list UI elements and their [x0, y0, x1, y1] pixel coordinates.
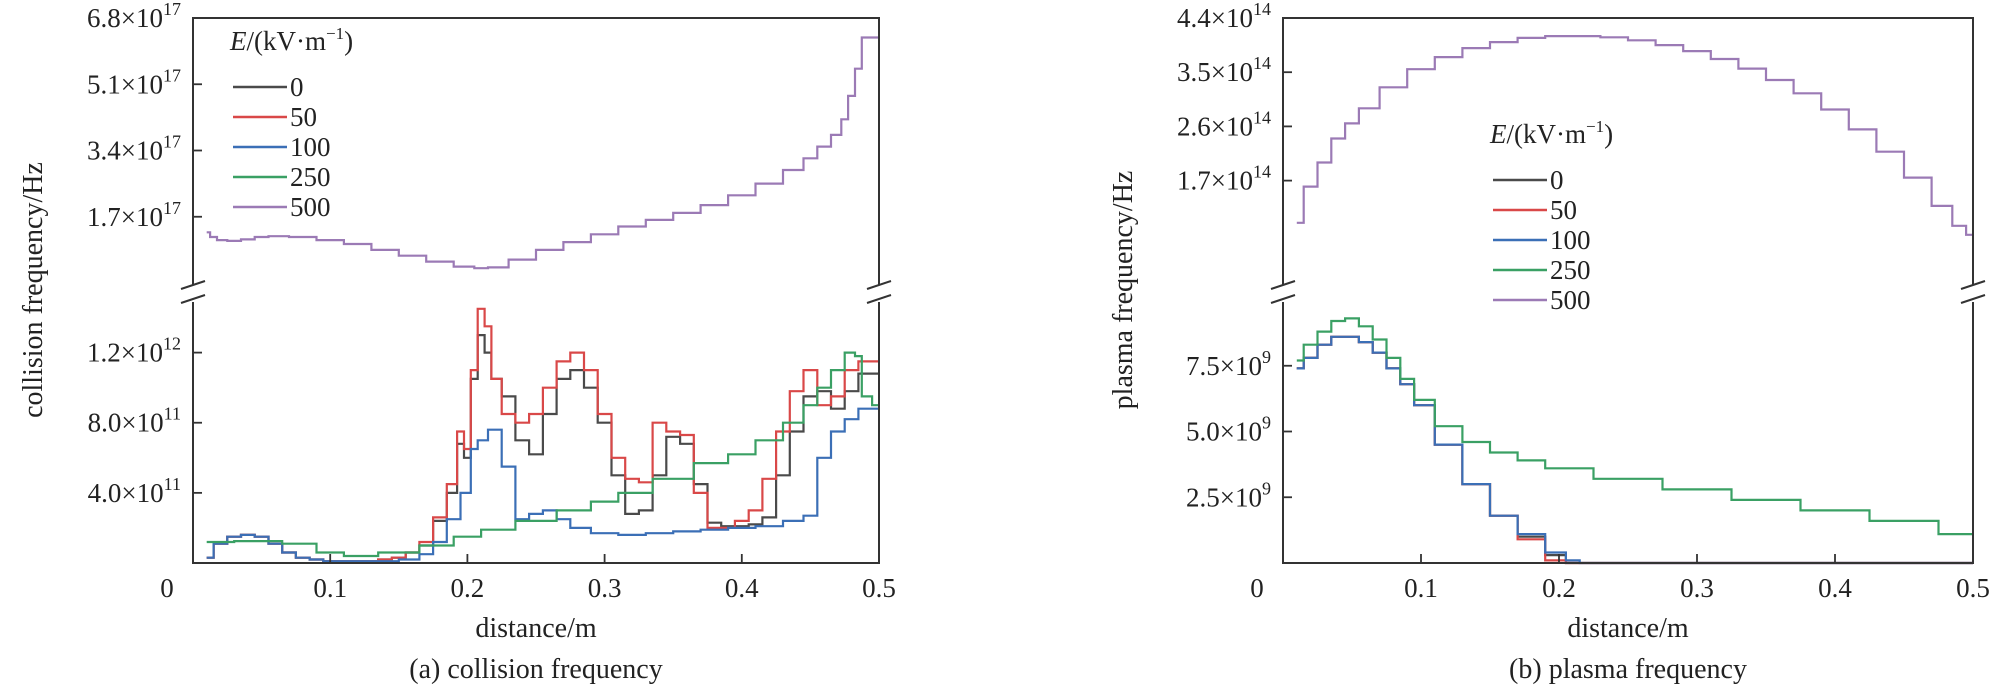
y-tick-label-lower: 4.0×1011	[88, 474, 181, 508]
legend-entry-50: 50	[1550, 195, 1577, 225]
y-tick-label-lower: 7.5×109	[1186, 347, 1271, 381]
y-tick-label-lower: 8.0×1011	[88, 404, 181, 438]
axis-break-left	[180, 280, 206, 304]
y-tick-label-upper: 5.1×1017	[87, 65, 181, 99]
x-tick-label: 0.5	[1956, 573, 1990, 603]
chart-plasma-frequency: 0 0.1 0.2 0.3 0.4 0.5 1.7×1014 2.6×1014 3.5×1014…	[1108, 0, 1990, 685]
tick-group: 0 0.1 0.2 0.3 0.4 0.5 1.7×1014 2.6×1014 3.5×1014…	[1177, 0, 1990, 603]
legend-entry-250: 250	[1550, 255, 1591, 285]
x-tick-label: 0.2	[1542, 573, 1576, 603]
series-group-lower	[206, 307, 879, 563]
x-tick-label: 0	[160, 573, 174, 603]
plot-frame	[1282, 17, 1974, 564]
y-tick-label-lower: 5.0×109	[1186, 413, 1271, 447]
legend-entry-0: 0	[290, 72, 304, 102]
legend-entry-100: 100	[1550, 225, 1591, 255]
legend-entry-100: 100	[290, 132, 331, 162]
series-line-100	[206, 407, 879, 563]
x-tick-label: 0.1	[1404, 573, 1438, 603]
series-line-250	[1296, 317, 1973, 536]
x-tick-label: 0.3	[1680, 573, 1714, 603]
legend-entry-500: 500	[1550, 285, 1591, 315]
y-axis-label: collision frequency/Hz	[18, 162, 49, 418]
x-tick-label: 0.4	[725, 573, 759, 603]
legend-entry-250: 250	[290, 162, 331, 192]
y-tick-label-upper: 1.7×1017	[87, 198, 181, 232]
axis-break-right	[866, 280, 892, 304]
y-tick-label-upper: 3.4×1017	[87, 132, 181, 166]
legend-title: E/(kV·m−1)	[229, 24, 353, 56]
caption: (a) collision frequency	[409, 654, 662, 685]
axis-break-left	[1270, 280, 1296, 304]
x-tick-label: 0.4	[1818, 573, 1852, 603]
y-tick-label-upper: 6.8×1017	[87, 0, 181, 33]
y-axis-label: plasma frequency/Hz	[1108, 171, 1139, 410]
y-tick-label-upper: 3.5×1014	[1177, 53, 1271, 87]
tick-group: 0 0.1 0.2 0.3 0.4 0.5 1.7×1017 3.4×1017 5.1×1017…	[87, 0, 896, 603]
x-tick-label: 0.2	[451, 573, 485, 603]
x-tick-label: 0.3	[588, 573, 622, 603]
x-tick-label: 0.5	[862, 573, 896, 603]
y-tick-label-upper: 4.4×1014	[1177, 0, 1271, 33]
legend-entry-0: 0	[1550, 165, 1564, 195]
series-line-50	[1296, 335, 1973, 565]
y-tick-label-lower: 2.5×109	[1186, 478, 1271, 512]
caption: (b) plasma frequency	[1509, 654, 1747, 685]
series-line-250	[206, 351, 879, 558]
axis-break-right	[1960, 280, 1986, 304]
legend-entry-500: 500	[290, 192, 331, 222]
y-tick-label-upper: 2.6×1014	[1177, 107, 1271, 141]
x-tick-label: 0	[1250, 573, 1264, 603]
x-axis-label: distance/m	[1567, 613, 1689, 644]
series-line-100	[1296, 335, 1973, 565]
series-line-500	[1296, 35, 1973, 236]
legend-entry-50: 50	[290, 102, 317, 132]
legend-title: E/(kV·m−1)	[1489, 117, 1613, 149]
series-group-lower	[1296, 317, 1973, 565]
series-line-500	[206, 36, 879, 270]
x-axis-label: distance/m	[475, 613, 597, 644]
series-line-0	[1296, 335, 1973, 565]
chart-collision-frequency: 0 0.1 0.2 0.3 0.4 0.5 1.7×1017 3.4×1017 5.1×1017…	[18, 0, 896, 685]
y-tick-label-lower: 1.2×1012	[87, 334, 181, 368]
series-group-upper	[1296, 35, 1973, 236]
series-group-upper	[206, 36, 879, 270]
y-tick-label-upper: 1.7×1014	[1177, 162, 1271, 196]
x-tick-label: 0.1	[313, 573, 347, 603]
